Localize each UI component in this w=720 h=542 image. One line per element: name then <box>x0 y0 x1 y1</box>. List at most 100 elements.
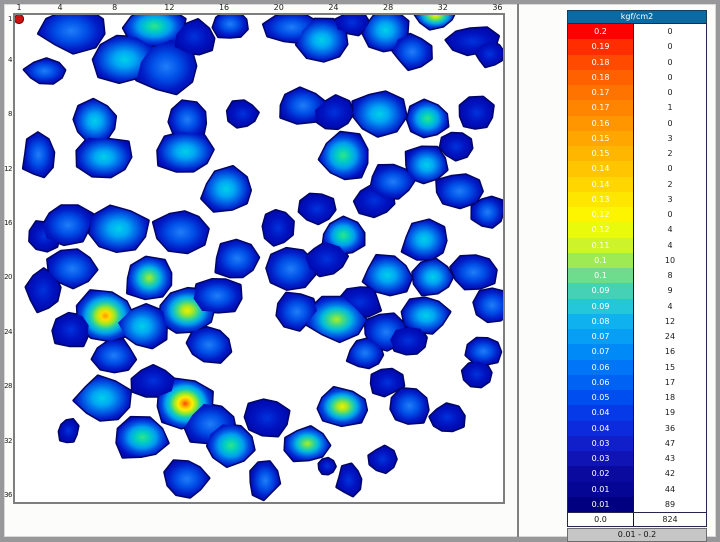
pressure-blob <box>123 15 186 46</box>
legend-color-cell: 0.01 <box>568 496 634 512</box>
legend-row: 0.17 1 <box>568 100 706 116</box>
pressure-blob <box>318 387 367 426</box>
pressure-blob <box>440 133 472 161</box>
pressure-blob <box>207 424 255 467</box>
axis-tick-label-y: 36 <box>4 491 12 499</box>
axis-tick-label-x: 20 <box>273 3 284 12</box>
pressure-blob <box>296 19 347 62</box>
axis-tick-label-y: 4 <box>8 55 12 64</box>
pressure-blob <box>266 248 315 290</box>
legend-count-cell: 15 <box>634 359 706 375</box>
pressure-blob <box>390 327 427 354</box>
pressure-blob <box>392 34 432 70</box>
pressure-blob <box>92 339 136 372</box>
legend-row: 0.02 42 <box>568 466 706 482</box>
axis-tick-label-x: 36 <box>492 3 503 12</box>
pressure-blob <box>136 39 196 94</box>
pressure-blob <box>73 375 131 421</box>
legend-color-cell: 0.18 <box>568 69 634 85</box>
pressure-blob <box>306 297 367 342</box>
legend-row: 0.12 0 <box>568 207 706 223</box>
axis-tick-label-y: 32 <box>4 436 12 445</box>
pressure-blob <box>23 132 54 177</box>
axis-tick-label-x: 1 <box>16 3 22 12</box>
pressure-blob <box>436 174 483 208</box>
legend-count-cell: 0 <box>634 54 706 70</box>
legend-row: 0.03 47 <box>568 435 706 451</box>
pressure-blob <box>89 206 149 252</box>
pressure-blob <box>429 403 465 431</box>
legend-header: kgf/cm2 <box>567 10 707 23</box>
legend-count-cell: 0 <box>634 39 706 55</box>
pressure-map-plot[interactable] <box>13 13 505 504</box>
legend-row: 0.04 19 <box>568 405 706 421</box>
pressure-blob <box>336 464 361 496</box>
legend-count-cell: 89 <box>634 496 706 512</box>
pressure-blob <box>276 293 317 331</box>
axis-tick-label-y: 28 <box>4 382 12 391</box>
legend-count-cell: 0 <box>634 24 706 40</box>
pressure-blob <box>157 132 214 172</box>
legend-count-cell: 43 <box>634 451 706 467</box>
legend-color-cell: 0.09 <box>568 298 634 314</box>
pressure-blob <box>76 137 131 177</box>
legend-row: 0.11 4 <box>568 237 706 253</box>
pressure-blob <box>215 240 259 277</box>
axis-tick-label-x: 24 <box>328 3 339 12</box>
pressure-blob <box>319 132 368 179</box>
legend-row: 0.16 0 <box>568 115 706 131</box>
pressure-blob <box>475 41 503 67</box>
axis-tick-label-x: 4 <box>57 3 63 12</box>
legend-row: 0.1 10 <box>568 252 706 268</box>
legend-count-cell: 36 <box>634 420 706 436</box>
legend-color-cell: 0.16 <box>568 115 634 131</box>
legend-row: 0.07 16 <box>568 344 706 360</box>
legend-color-cell: 0.09 <box>568 283 634 299</box>
legend-color-cell: 0.1 <box>568 252 634 268</box>
legend-table: 0.2 0 0.19 0 0.18 0 0.18 0 0.17 0 0.17 1 0.16 0 0.15 3 0… <box>567 23 707 513</box>
pressure-blob <box>47 249 97 288</box>
legend-row: 0.06 15 <box>568 359 706 375</box>
panel-divider <box>517 4 519 537</box>
legend-count-cell: 0 <box>634 207 706 223</box>
legend-zero-count: 824 <box>634 513 706 526</box>
axis-tick-label-y: 16 <box>4 219 12 227</box>
legend-color-cell: 0.02 <box>568 466 634 482</box>
pressure-blob <box>319 458 336 474</box>
legend-color-cell: 0.04 <box>568 405 634 421</box>
legend-color-cell: 0.17 <box>568 100 634 116</box>
pressure-blob <box>402 297 450 334</box>
pressure-blob <box>299 194 336 224</box>
legend-row: 0.14 0 <box>568 161 706 177</box>
pressure-blob <box>415 15 454 30</box>
legend-row: 0.15 3 <box>568 130 706 146</box>
pressure-blob <box>52 313 89 346</box>
legend-count-cell: 17 <box>634 374 706 390</box>
legend-count-cell: 2 <box>634 146 706 162</box>
axis-tick-label-y: 1 <box>8 15 12 23</box>
legend-count-cell: 3 <box>634 191 706 207</box>
legend-row: 0.2 0 <box>568 24 706 40</box>
legend-row: 0.07 24 <box>568 329 706 345</box>
legend-row: 0.05 18 <box>568 390 706 406</box>
pressure-blob <box>26 268 61 312</box>
pressure-blob <box>127 257 171 299</box>
legend-count-cell: 1 <box>634 100 706 116</box>
pressure-blob <box>77 290 134 341</box>
pressure-blob <box>284 426 330 461</box>
pressure-blob <box>250 461 280 500</box>
legend-row: 0.01 89 <box>568 496 706 512</box>
legend-color-cell: 0.14 <box>568 176 634 192</box>
axis-tick-label-x: 28 <box>382 3 394 12</box>
pressure-blob <box>59 419 79 442</box>
pressure-blob <box>390 388 429 424</box>
legend-row: 0.13 3 <box>568 191 706 207</box>
pressure-blob <box>116 417 169 458</box>
legend-count-cell: 42 <box>634 466 706 482</box>
legend-count-cell: 8 <box>634 268 706 284</box>
pressure-blob <box>473 288 503 322</box>
legend-color-cell: 0.18 <box>568 54 634 70</box>
pressure-blob <box>263 210 294 246</box>
pressure-blob <box>335 15 369 35</box>
legend-count-cell: 3 <box>634 130 706 146</box>
